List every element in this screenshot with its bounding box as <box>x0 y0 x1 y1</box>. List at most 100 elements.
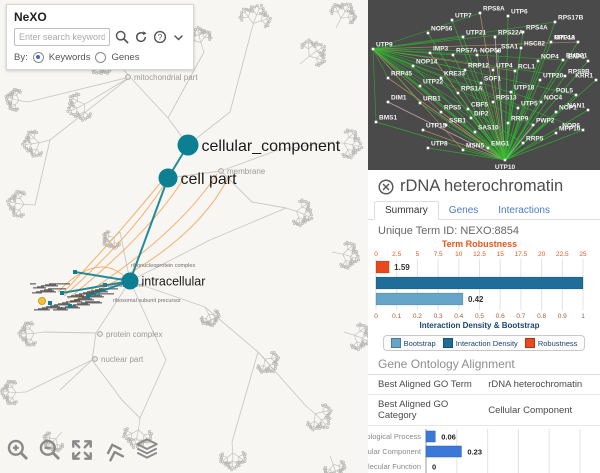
gene-label: KRR1 <box>575 73 593 80</box>
gene-label: RPS8A <box>483 6 505 13</box>
search-input[interactable] <box>14 28 110 46</box>
gene-node-RRP9[interactable] <box>506 121 510 125</box>
gene-node-NOP14[interactable] <box>411 64 415 68</box>
search-icon[interactable] <box>114 30 129 45</box>
gene-node-ENP1[interactable] <box>586 59 590 63</box>
gene-node-CBF5[interactable] <box>466 107 470 111</box>
gene-node-KRR1[interactable] <box>594 78 598 82</box>
fit-to-screen-button[interactable] <box>70 438 94 467</box>
tree-label-ribosomal-subunit: ribosomal subunit <box>100 283 144 289</box>
search-panel: NeXO ? By: Keywords <box>6 4 194 70</box>
canvas-toolbar <box>6 436 160 467</box>
gene-node-RRP45[interactable] <box>386 76 390 80</box>
collapse-all-icon[interactable] <box>102 438 126 467</box>
gene-node-RPS5[interactable] <box>439 110 443 114</box>
ontology-tree-svg[interactable]: mitochondrial part membrane ribonucleoprot… <box>0 0 368 473</box>
gene-node-NOP58[interactable] <box>475 53 479 57</box>
gene-node-UTP10[interactable] <box>503 158 507 162</box>
gene-node-SOF1[interactable] <box>479 81 483 85</box>
radio-keywords-label: Keywords <box>48 52 91 63</box>
gene-node-DIM1[interactable] <box>386 100 390 104</box>
gene-node-HSC82[interactable] <box>519 46 523 50</box>
gene-node-IMP3[interactable] <box>428 51 432 55</box>
gene-node-DIP2[interactable] <box>469 116 473 120</box>
gene-label: NOP58 <box>480 48 502 55</box>
tab-interactions[interactable]: Interactions <box>498 205 550 216</box>
gene-node-RRP5[interactable] <box>521 141 525 145</box>
gene-node-UTP13[interactable] <box>576 40 580 44</box>
zoom-in-button[interactable] <box>6 438 30 467</box>
radio-genes[interactable] <box>95 52 107 63</box>
gene-node-BMS1[interactable] <box>374 120 378 124</box>
gene-node-NAN1[interactable] <box>586 108 590 112</box>
tree-node-intracellular[interactable] <box>121 272 139 290</box>
gene-node-RPS8A[interactable] <box>478 11 482 15</box>
gene-node-UTP7[interactable] <box>450 18 454 22</box>
gene-node-UTP4[interactable] <box>491 68 495 72</box>
gene-node-POL5[interactable] <box>574 93 578 97</box>
gene-node-SSA1[interactable] <box>496 49 500 53</box>
gene-node-UTP8[interactable] <box>426 146 430 150</box>
gene-label: POL5 <box>556 88 573 95</box>
close-icon[interactable] <box>378 178 394 195</box>
svg-text:Cellular Component: Cellular Component <box>368 447 422 456</box>
gene-node-NOP4[interactable] <box>536 59 540 63</box>
svg-text:0: 0 <box>432 463 436 472</box>
gene-node-UTP5[interactable] <box>516 106 520 110</box>
zoom-out-button[interactable] <box>38 438 62 467</box>
gene-node-NOC4[interactable] <box>539 100 543 104</box>
gene-node-MPP10[interactable] <box>554 131 558 135</box>
gene-label: NOP4 <box>541 54 559 61</box>
gene-label: EMG1 <box>491 141 510 148</box>
gene-node-NOP56[interactable] <box>426 31 430 35</box>
gene-node-UTP15[interactable] <box>421 128 425 132</box>
gene-node-RPS7A[interactable] <box>451 53 455 57</box>
gene-node-MSN5[interactable] <box>461 148 465 152</box>
gene-node-UTP21[interactable] <box>461 35 465 39</box>
refresh-icon[interactable] <box>133 30 148 45</box>
help-icon[interactable]: ? <box>152 30 167 45</box>
radio-keywords[interactable] <box>32 52 44 63</box>
gene-node-UTP18[interactable] <box>509 90 513 94</box>
gene-network-canvas[interactable]: UTP9 UTP7 RPS8A UTP6 RPS17B NOP56 UTP21 RPS22A R… <box>368 0 600 171</box>
gene-node-RPS9B[interactable] <box>563 74 567 78</box>
gene-node-SAS10[interactable] <box>473 130 477 134</box>
gene-label: UTP15 <box>426 123 447 130</box>
gene-label: MPP10 <box>559 126 581 133</box>
gene-node-PWP2[interactable] <box>531 123 535 127</box>
gene-node-NOP1[interactable] <box>554 110 558 114</box>
tab-summary[interactable]: Summary <box>374 201 439 220</box>
gene-node-RPS4A[interactable] <box>521 30 525 34</box>
tree-label-nuclear-part: nuclear part <box>101 355 144 364</box>
tree-node-cell-part[interactable] <box>158 168 178 188</box>
tree-node-cellular-component[interactable] <box>177 134 199 156</box>
gene-node-RRP12[interactable] <box>463 68 467 72</box>
gene-node-NOP6[interactable] <box>581 128 585 132</box>
svg-text:2.5: 2.5 <box>392 251 401 258</box>
layers-icon[interactable] <box>134 436 160 467</box>
gene-node-UTP22[interactable] <box>418 84 422 88</box>
gene-label: RPS22A <box>498 30 524 37</box>
gene-node-EMG1[interactable] <box>486 146 490 150</box>
gene-node-KRE33[interactable] <box>439 76 443 80</box>
chevron-down-icon[interactable] <box>171 30 186 45</box>
gene-node-RPL4A[interactable] <box>549 40 553 44</box>
gene-node-URB1[interactable] <box>418 101 422 105</box>
gene-node-UTP20[interactable] <box>538 78 542 82</box>
gene-node-UTP6[interactable] <box>506 14 510 18</box>
gene-node-RPS1A[interactable] <box>456 91 460 95</box>
gene-node-BUD21[interactable] <box>561 58 565 62</box>
gene-node-RPS17B[interactable] <box>553 20 557 24</box>
gene-node-SSB1[interactable] <box>444 123 448 127</box>
tab-genes[interactable]: Genes <box>448 205 479 216</box>
svg-text:0.2: 0.2 <box>413 313 422 320</box>
gene-node-RPS22A[interactable] <box>493 35 497 39</box>
gene-node-RCL1[interactable] <box>513 69 517 73</box>
gene-label: SSA1 <box>501 44 518 51</box>
gene-label: UTP13 <box>555 35 576 42</box>
gene-node-UTP9[interactable] <box>371 47 375 51</box>
ontology-tree-canvas[interactable]: mitochondrial part membrane ribonucleoprot… <box>0 0 368 473</box>
gene-node-RPS13[interactable] <box>491 100 495 104</box>
gene-label: URB1 <box>423 96 441 103</box>
